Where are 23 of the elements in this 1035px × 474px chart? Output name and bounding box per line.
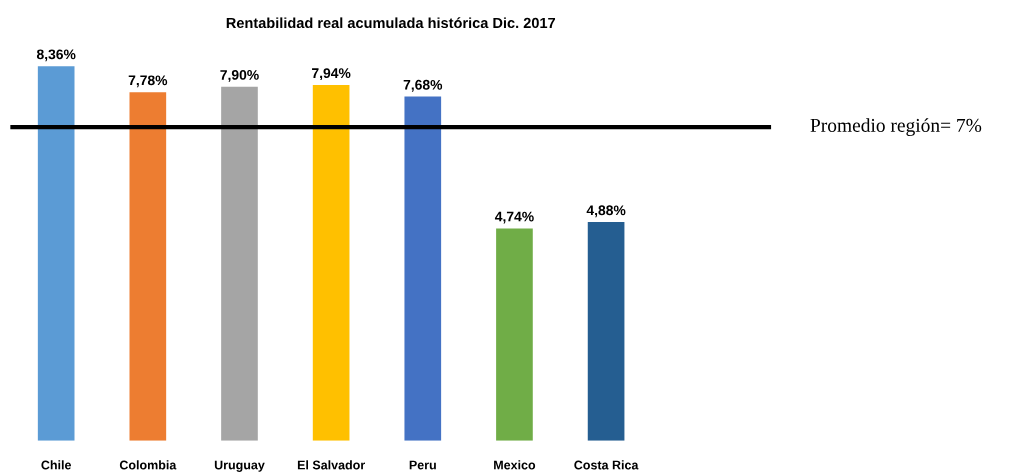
bar (496, 228, 533, 441)
data-label: 7,90% (220, 70, 259, 82)
x-tick-label: Colombia (119, 460, 177, 470)
bar (312, 84, 350, 441)
x-tick-label: Costa Rica (574, 460, 639, 470)
ref-line-label: Promedio región= 7% (810, 118, 982, 136)
bar (587, 222, 625, 441)
x-tick-label: Peru (409, 460, 436, 470)
bar (404, 96, 442, 441)
x-tick-label: Chile (41, 460, 72, 470)
data-label: 7,78% (128, 75, 168, 88)
x-tick-label: Uruguay (214, 460, 265, 472)
data-label: 8,36% (36, 49, 76, 62)
bar (129, 92, 167, 441)
x-tick-label: Mexico (494, 460, 536, 470)
chart-title: Rentabilidad real acumulada histórica Dic. 2017 (226, 17, 556, 29)
data-label: 4,74% (494, 211, 534, 224)
data-label: 7,94% (312, 68, 351, 81)
x-tick-label: El Salvador (297, 460, 365, 470)
bar (37, 66, 75, 441)
bar (221, 86, 258, 441)
data-label: 4,88% (586, 205, 626, 218)
data-label: 7,68% (403, 79, 443, 92)
